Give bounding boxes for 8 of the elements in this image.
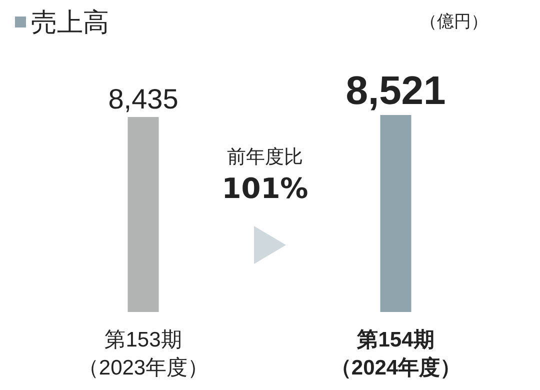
x-tick-label: 第153期（2023年度） xyxy=(78,328,209,380)
data-label: 8,521 xyxy=(346,69,446,113)
annotation: 101% xyxy=(220,172,310,205)
y-axis-title: （億円） xyxy=(420,11,488,33)
x-tick-label: 第154期（2024年度） xyxy=(330,328,462,380)
data-label: 8,435 xyxy=(108,83,178,114)
annotation: 前年度比 xyxy=(226,145,304,170)
legend-label: 売上高 xyxy=(31,7,109,37)
